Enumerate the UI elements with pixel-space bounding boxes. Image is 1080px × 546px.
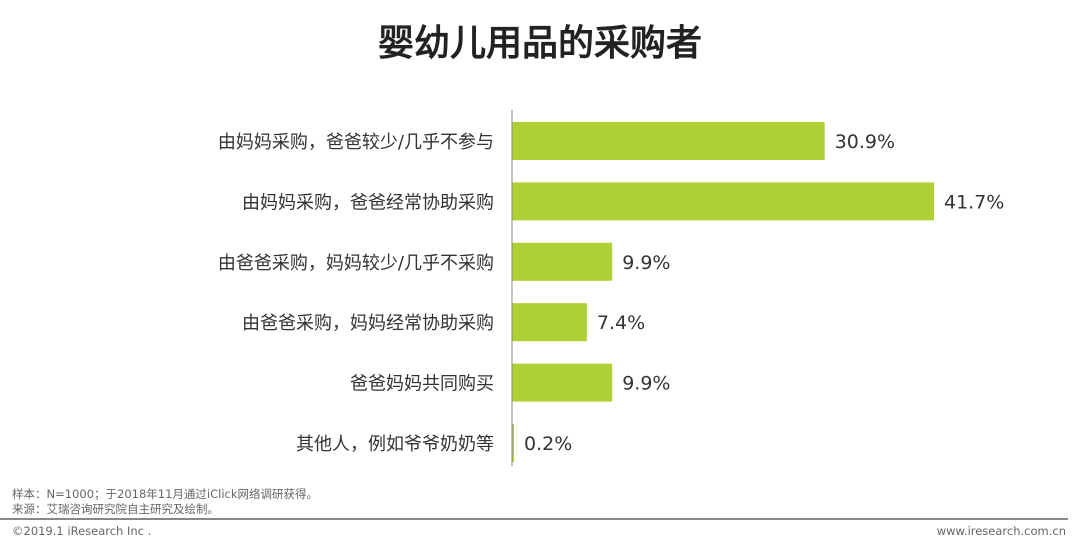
bar <box>512 303 587 342</box>
category-label: 由爸爸采购，妈妈较少/几乎不采购 <box>218 253 494 274</box>
data-label: 7.4% <box>597 312 645 334</box>
source-note: 来源：艾瑞咨询研究院自主研究及绘制。 <box>12 502 219 516</box>
bar-chart: 由妈妈采购，爸爸较少/几乎不参与 30.9% 由妈妈采购，爸爸经常协助采购 41.7%… <box>218 110 1004 466</box>
data-label: 41.7% <box>944 191 1004 213</box>
category-label: 爸爸妈妈共同购买 <box>350 374 494 395</box>
bar <box>512 182 935 221</box>
category-label: 由妈妈采购，爸爸较少/几乎不参与 <box>218 132 494 153</box>
data-label: 0.2% <box>524 433 572 455</box>
chart-title: 婴幼儿用品的采购者 <box>377 23 702 64</box>
bar <box>512 424 515 462</box>
data-label: 9.9% <box>622 252 670 274</box>
copyright: ©2019.1 iResearch Inc . <box>12 524 152 538</box>
category-label: 由爸爸采购，妈妈经常协助采购 <box>242 313 494 334</box>
bar <box>512 363 613 402</box>
bar <box>512 122 825 160</box>
bar <box>512 242 613 281</box>
category-label: 由妈妈采购，爸爸经常协助采购 <box>242 192 494 213</box>
website-link[interactable]: www.iresearch.com.cn <box>936 524 1066 538</box>
footer-divider <box>0 518 1068 520</box>
sample-note: 样本：N=1000；于2018年11月通过iClick网络调研获得。 <box>12 487 319 501</box>
category-label: 其他人，例如爷爷奶奶等 <box>296 434 494 455</box>
data-label: 30.9% <box>835 131 895 153</box>
data-label: 9.9% <box>622 373 670 395</box>
